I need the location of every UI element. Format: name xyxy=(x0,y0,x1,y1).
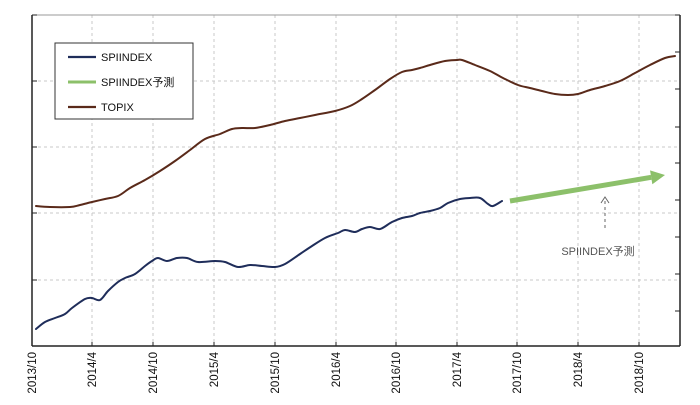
legend-label: SPIINDEX予測 xyxy=(101,75,174,89)
x-tick-label: 2018/10 xyxy=(634,352,646,394)
x-tick-label: 2016/4 xyxy=(331,351,343,387)
arrow-head-icon xyxy=(600,196,610,204)
x-axis-tick-labels: 2013/10 2014/4 2014/10 2015/4 2015/10 2016/4 2… xyxy=(27,351,646,393)
x-tick-label: 2017/10 xyxy=(512,352,524,394)
x-tick-label: 2014/10 xyxy=(148,352,160,394)
legend: SPIINDEX SPIINDEX予測 TOPIX xyxy=(54,42,194,120)
x-tick-label: 2015/4 xyxy=(209,351,221,387)
legend-item-topix: TOPIX xyxy=(68,102,134,114)
series-spiindex-forecast-arrow xyxy=(509,174,652,204)
legend-item-spiindex-forecast: SPIINDEX予測 xyxy=(68,75,174,89)
legend-label: SPIINDEX xyxy=(101,52,153,64)
arrow-head-icon xyxy=(650,170,665,185)
x-tick-label: 2018/4 xyxy=(573,351,585,387)
series-topix-line xyxy=(35,55,676,209)
legend-item-spiindex: SPIINDEX xyxy=(68,52,153,64)
x-tick-label: 2016/10 xyxy=(391,352,403,394)
x-tick-label: 2013/10 xyxy=(27,352,39,394)
axes xyxy=(31,14,681,347)
x-tick-label: 2015/10 xyxy=(270,352,282,394)
forecast-annotation: SPIINDEX予測 xyxy=(561,196,635,258)
series-spiindex-line xyxy=(35,196,503,330)
series-layer xyxy=(35,55,676,330)
x-tick-label: 2017/4 xyxy=(452,351,464,387)
legend-label: TOPIX xyxy=(101,102,134,114)
annotation-label: SPIINDEX予測 xyxy=(561,244,634,258)
x-tick-label: 2014/4 xyxy=(87,351,99,387)
